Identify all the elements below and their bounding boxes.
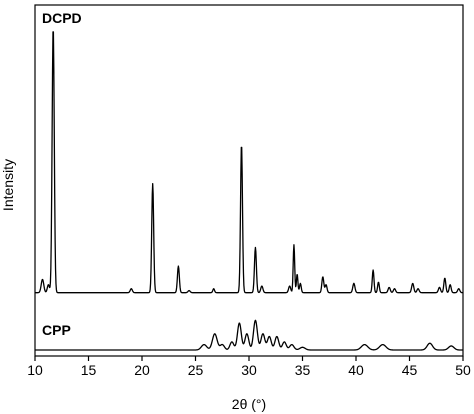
x-tick-label-35: 35: [295, 362, 311, 378]
x-tick-label-30: 30: [241, 362, 257, 378]
series-line-dcpd: [34, 31, 464, 294]
x-axis-title: 2θ (°): [232, 396, 266, 412]
x-tick-label-20: 20: [134, 362, 150, 378]
plot-frame: [34, 4, 464, 357]
y-axis-title: Intensity: [0, 159, 16, 211]
x-tick-label-40: 40: [348, 362, 364, 378]
series-label-dcpd: DCPD: [42, 10, 82, 26]
x-tick-label-45: 45: [402, 362, 418, 378]
x-tick-label-10: 10: [27, 362, 43, 378]
series-lines: [34, 31, 464, 351]
x-tick-label-25: 25: [188, 362, 204, 378]
series-line-cpp: [34, 319, 464, 351]
series-label-cpp: CPP: [42, 322, 71, 338]
x-tick-label-50: 50: [455, 362, 471, 378]
x-axis-ticks: 10 15 20 25 30 35 40 45 50: [27, 356, 471, 378]
x-tick-label-15: 15: [81, 362, 97, 378]
